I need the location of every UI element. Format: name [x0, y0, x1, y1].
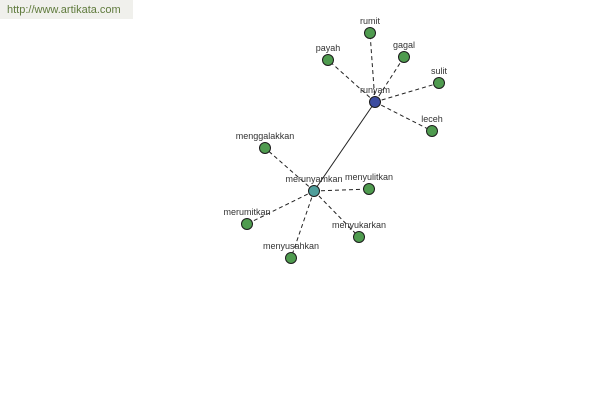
graph-edge-merunyamkan-menyusahkan [290, 190, 315, 259]
graph-label-merunyamkan: merunyamkan [285, 174, 342, 184]
graph-edge-runyam-merunyamkan [313, 101, 376, 192]
graph-node-menggalakkan[interactable] [259, 142, 271, 154]
graph-node-merunyamkan[interactable] [308, 185, 320, 197]
graph-node-sulit[interactable] [433, 77, 445, 89]
graph-edge-runyam-leceh [374, 101, 433, 132]
graph-label-payah: payah [316, 43, 341, 53]
site-url-link[interactable]: http://www.artikata.com [7, 3, 121, 16]
graph-edge-merunyamkan-menyukarkan [313, 190, 360, 238]
graph-node-menyulitkan[interactable] [363, 183, 375, 195]
graph-node-runyam[interactable] [369, 96, 381, 108]
graph-label-merumitkan: merumitkan [223, 207, 270, 217]
graph-label-sulit: sulit [431, 66, 448, 76]
graph-label-menyulitkan: menyulitkan [345, 172, 393, 182]
graph-label-gagal: gagal [393, 40, 415, 50]
graph-edge-runyam-payah [327, 59, 376, 103]
graph-label-rumit: rumit [360, 16, 380, 26]
graph-edge-runyam-rumit [369, 32, 376, 103]
graph-node-leceh[interactable] [426, 125, 438, 137]
graph-label-leceh: leceh [421, 114, 443, 124]
graph-node-payah[interactable] [322, 54, 334, 66]
graph-node-menyukarkan[interactable] [353, 231, 365, 243]
graph-label-menyusahkan: menyusahkan [263, 241, 319, 251]
graph-edge-merunyamkan-menyulitkan [313, 188, 370, 192]
graph-node-menyusahkan[interactable] [285, 252, 297, 264]
graph-node-gagal[interactable] [398, 51, 410, 63]
graph-edge-merunyamkan-merumitkan [246, 190, 315, 225]
site-url-bar: http://www.artikata.com [0, 0, 133, 19]
graph-node-merumitkan[interactable] [241, 218, 253, 230]
graph-edge-merunyamkan-menggalakkan [264, 147, 315, 192]
graph-label-menyukarkan: menyukarkan [332, 220, 386, 230]
graph-label-runyam: runyam [360, 85, 390, 95]
graph-edge-runyam-gagal [374, 56, 405, 103]
graph-node-rumit[interactable] [364, 27, 376, 39]
graph-label-menggalakkan: menggalakkan [236, 131, 295, 141]
